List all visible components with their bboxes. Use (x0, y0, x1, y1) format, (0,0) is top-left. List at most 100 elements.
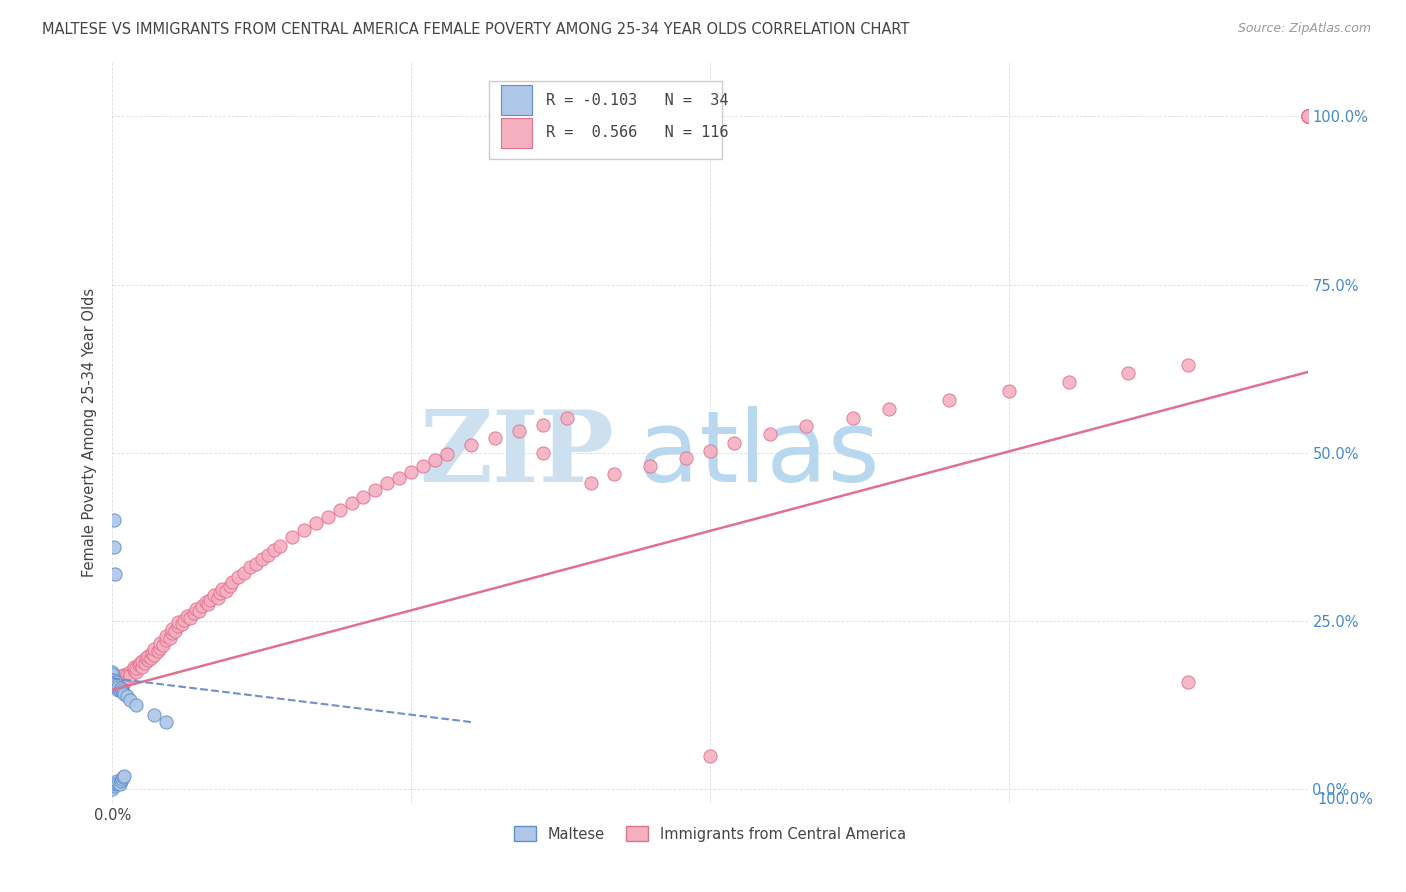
Point (112, 668, 135, 682)
Point (125, 665, 148, 679)
Point (103, 540, 125, 554)
Point (112, 685, 135, 699)
Point (531, 417, 554, 432)
Point (183, 606, 205, 620)
Point (723, 435, 745, 450)
Point (412, 459, 434, 474)
Point (159, 631, 181, 645)
Point (207, 591, 229, 605)
Point (202, 589, 225, 603)
Point (388, 471, 411, 485)
Point (101, 678, 124, 692)
Point (155, 714, 177, 729)
Point (101, 665, 124, 679)
Point (484, 431, 506, 445)
Point (115, 666, 138, 681)
Point (110, 669, 132, 683)
Point (141, 646, 163, 660)
Point (120, 668, 142, 682)
Point (101, 673, 124, 688)
Point (179, 611, 201, 625)
Point (103, 673, 125, 688)
Point (675, 451, 697, 466)
Point (281, 530, 304, 544)
Point (122, 663, 145, 677)
Point (110, 681, 132, 696)
Point (103, 680, 125, 694)
Point (108, 682, 131, 697)
Point (104, 678, 127, 692)
Point (508, 424, 530, 438)
Point (125, 698, 148, 713)
Point (107, 775, 129, 789)
Point (211, 582, 233, 596)
Point (233, 566, 256, 580)
Point (460, 438, 482, 452)
Point (176, 608, 198, 623)
Point (292, 523, 315, 537)
Point (105, 678, 128, 692)
Legend: Maltese, Immigrants from Central America: Maltese, Immigrants from Central America (508, 821, 912, 847)
Point (186, 602, 208, 616)
Point (104, 566, 127, 581)
Point (555, 410, 578, 425)
Point (162, 622, 183, 636)
Point (125, 661, 148, 675)
Bar (501, 86, 531, 115)
Point (122, 660, 145, 674)
Point (226, 570, 249, 584)
Point (1296, 109, 1319, 123)
Point (105, 676, 128, 690)
Point (101, 666, 124, 681)
Point (105, 674, 128, 689)
Text: R = -0.103   N =  34: R = -0.103 N = 34 (547, 93, 728, 108)
Point (640, 459, 662, 474)
Point (105, 774, 128, 789)
Point (401, 465, 423, 479)
Point (531, 446, 554, 460)
Point (209, 586, 232, 600)
Point (167, 615, 190, 630)
Point (221, 575, 243, 590)
Point (105, 676, 128, 690)
Point (138, 649, 160, 664)
Point (101, 671, 124, 685)
Point (143, 642, 166, 657)
Point (104, 678, 127, 692)
Point (1296, 109, 1319, 123)
Point (103, 676, 125, 690)
Point (103, 513, 125, 527)
Point (114, 676, 135, 690)
Point (101, 676, 124, 690)
Point (143, 648, 166, 662)
Point (120, 693, 142, 707)
Point (200, 592, 222, 607)
Point (1177, 359, 1199, 373)
Point (108, 674, 131, 689)
Point (115, 669, 138, 683)
Point (155, 629, 177, 643)
Point (107, 682, 129, 697)
Point (579, 476, 602, 491)
Point (146, 644, 169, 658)
Point (699, 748, 721, 763)
Point (1296, 109, 1319, 123)
Text: Source: ZipAtlas.com: Source: ZipAtlas.com (1237, 22, 1371, 36)
Point (128, 657, 150, 672)
Point (149, 635, 172, 649)
Point (998, 384, 1021, 398)
Point (104, 676, 127, 690)
Point (250, 552, 273, 566)
Point (794, 418, 817, 433)
Point (173, 613, 195, 627)
Text: R =  0.566   N = 116: R = 0.566 N = 116 (547, 125, 728, 140)
Point (105, 678, 128, 692)
Point (305, 516, 328, 531)
Point (352, 490, 374, 504)
Point (101, 669, 124, 683)
Point (129, 656, 152, 670)
Point (191, 599, 214, 614)
Point (187, 604, 209, 618)
Point (218, 579, 240, 593)
Point (316, 509, 339, 524)
